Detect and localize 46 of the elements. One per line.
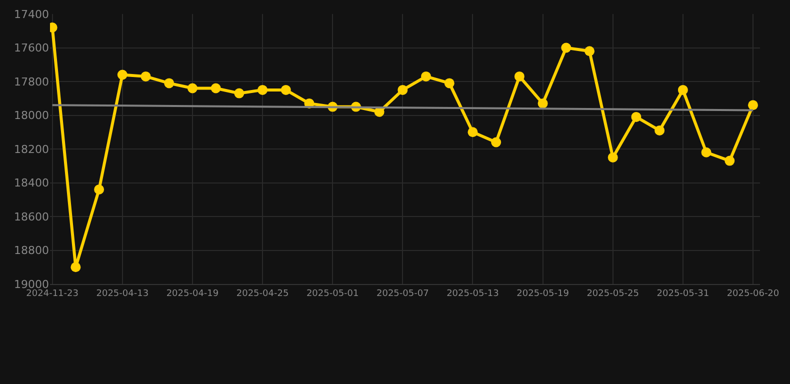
x-tick-label: 2025-05-13	[446, 288, 499, 299]
point	[140, 71, 151, 82]
y-tick-label: 19000	[14, 278, 49, 291]
point	[117, 70, 128, 80]
x-tick-label: 2025-05-19	[516, 288, 570, 299]
point	[398, 84, 408, 95]
point	[678, 84, 688, 95]
point	[631, 112, 642, 122]
point	[468, 127, 478, 138]
point	[608, 152, 618, 162]
point	[444, 78, 454, 88]
point	[258, 84, 268, 95]
y-tick-label: 17400	[14, 8, 49, 21]
y-tick-label: 18000	[14, 109, 49, 122]
y-tick-label: 18200	[14, 142, 49, 156]
y-tick-label: 18400	[14, 176, 49, 190]
point	[210, 83, 221, 94]
point	[561, 42, 572, 53]
point	[538, 98, 548, 108]
x-tick-label: 2025-05-01	[306, 288, 359, 299]
point	[94, 184, 104, 194]
x-tick-label: 2025-06-20	[726, 288, 780, 299]
y-tick-label: 17600	[14, 42, 49, 55]
point	[491, 137, 502, 148]
y-tick-label: 18800	[14, 244, 49, 258]
x-tick-label: 2025-04-25	[236, 288, 289, 299]
point	[187, 83, 198, 94]
point	[280, 84, 291, 95]
x-tick-label: 2025-04-19	[166, 288, 219, 299]
point	[724, 156, 735, 166]
x-tick-label: 2025-05-31	[656, 288, 710, 299]
point	[654, 125, 665, 136]
y-tick-label: 17800	[14, 75, 49, 88]
y-tick-label: 18600	[14, 210, 49, 224]
point	[421, 71, 432, 82]
x-tick-label: 2025-05-25	[586, 288, 640, 299]
point	[584, 46, 595, 56]
point	[701, 147, 712, 158]
x-tick-label: 2025-05-07	[376, 288, 429, 299]
point	[234, 88, 244, 98]
point	[164, 78, 174, 88]
point	[514, 71, 524, 82]
point	[70, 262, 81, 272]
x-tick-label: 2024-11-23	[26, 288, 78, 299]
x-tick-label: 2025-04-13	[96, 288, 149, 299]
point	[748, 100, 758, 110]
